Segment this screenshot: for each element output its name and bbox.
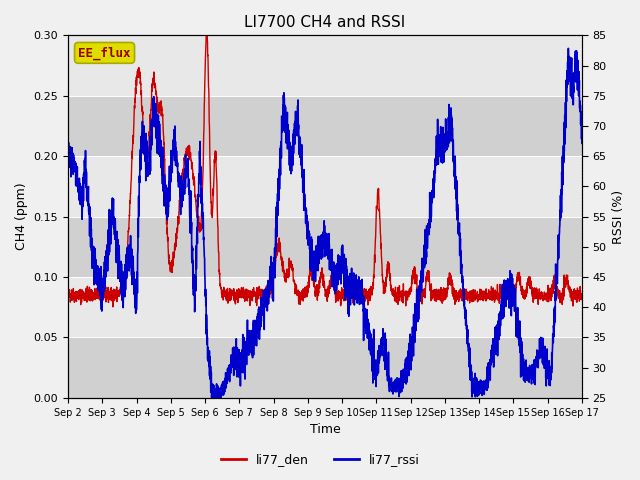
Bar: [68, 96, 582, 156]
Y-axis label: RSSI (%): RSSI (%): [612, 190, 625, 244]
Bar: [68, 36, 582, 96]
Bar: [68, 337, 582, 398]
Bar: [68, 277, 582, 337]
Bar: [68, 216, 582, 277]
Bar: [68, 156, 582, 216]
Legend: li77_den, li77_rssi: li77_den, li77_rssi: [216, 448, 424, 471]
X-axis label: Time: Time: [310, 423, 340, 436]
Y-axis label: CH4 (ppm): CH4 (ppm): [15, 183, 28, 251]
Text: EE_flux: EE_flux: [78, 46, 131, 60]
Title: LI7700 CH4 and RSSI: LI7700 CH4 and RSSI: [244, 15, 406, 30]
